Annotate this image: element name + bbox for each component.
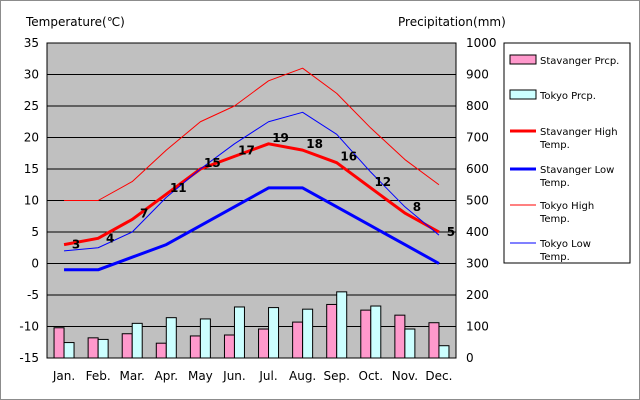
bar-tokyo-prcp xyxy=(199,318,211,359)
x-axis-tick-label: Nov. xyxy=(392,369,418,383)
data-label-stavanger-high: 3 xyxy=(72,238,80,252)
bar-tokyo-prcp xyxy=(302,308,314,359)
data-label-stavanger-high: 11 xyxy=(170,181,187,195)
bar-tokyo-prcp xyxy=(336,291,348,359)
left-axis-tick-label: -5 xyxy=(27,288,39,302)
bar-tokyo-prcp xyxy=(97,338,109,359)
x-axis-tick-label: Dec. xyxy=(425,369,452,383)
data-label-stavanger-high: 16 xyxy=(340,150,357,164)
data-label-stavanger-high: 5 xyxy=(447,225,455,239)
data-label-stavanger-high: 18 xyxy=(306,137,323,151)
left-axis-tick-label: -10 xyxy=(19,320,39,334)
data-label-stavanger-high: 17 xyxy=(238,143,255,157)
bar-stavanger-prcp xyxy=(121,333,133,359)
right-axis-tick-label: 500 xyxy=(466,194,489,208)
legend-label: Temp. xyxy=(539,140,570,151)
bar-stavanger-prcp xyxy=(428,322,440,359)
bar-stavanger-prcp xyxy=(53,327,65,359)
legend-label: Temp. xyxy=(539,252,570,263)
line-tokyo-high xyxy=(64,67,440,201)
x-axis-tick-label: Mar. xyxy=(120,369,145,383)
left-axis-tick-label: 35 xyxy=(24,36,39,50)
right-axis-tick-label: 1000 xyxy=(466,36,497,50)
bar-tokyo-prcp xyxy=(233,306,245,359)
right-axis-tick-label: 100 xyxy=(466,320,489,334)
bar-tokyo-prcp xyxy=(404,328,416,359)
legend-box xyxy=(503,42,631,264)
bar-tokyo-prcp xyxy=(268,307,280,359)
bar-stavanger-prcp xyxy=(155,342,167,359)
legend-label: Tokyo Low xyxy=(539,239,591,250)
x-axis-tick-label: Sep. xyxy=(323,369,349,383)
legend-label: Tokyo High xyxy=(539,201,594,212)
bar-stavanger-prcp xyxy=(189,335,201,359)
x-axis-tick-label: Jul. xyxy=(258,369,277,383)
left-axis-tick-label: 15 xyxy=(24,162,39,176)
x-axis-tick-label: Jan. xyxy=(52,369,75,383)
left-axis-tick-label: 30 xyxy=(24,68,39,82)
bar-stavanger-prcp xyxy=(223,334,235,359)
left-axis-tick-label: 10 xyxy=(24,194,39,208)
line-stavanger-high xyxy=(63,142,440,247)
x-axis-tick-label: Jun. xyxy=(222,369,246,383)
x-axis-tick-label: Apr. xyxy=(155,369,178,383)
data-label-stavanger-high: 19 xyxy=(272,131,289,145)
right-axis-tick-label: 700 xyxy=(466,131,489,145)
legend-label: Stavanger High xyxy=(540,127,618,138)
x-axis-tick-label: May xyxy=(188,369,213,383)
right-axis-tick-label: 300 xyxy=(466,257,489,271)
left-axis-tick-label: -15 xyxy=(19,351,39,365)
line-tokyo-low xyxy=(63,111,440,252)
right-axis-tick-label: 400 xyxy=(466,225,489,239)
bar-stavanger-prcp xyxy=(326,303,338,359)
right-axis-tick-label: 600 xyxy=(466,162,489,176)
bar-stavanger-prcp xyxy=(292,321,304,359)
bar-tokyo-prcp xyxy=(63,342,75,359)
right-axis-tick-label: 900 xyxy=(466,68,489,82)
legend-swatch xyxy=(509,54,537,65)
legend-label: Temp. xyxy=(539,214,570,225)
data-label-stavanger-high: 12 xyxy=(374,175,391,189)
right-axis-tick-label: 0 xyxy=(466,351,474,365)
line-stavanger-low xyxy=(64,186,440,272)
bar-stavanger-prcp xyxy=(360,309,372,359)
legend-swatch xyxy=(509,89,537,100)
x-axis-tick-label: Feb. xyxy=(86,369,111,383)
legend-label: Stavanger Low xyxy=(540,165,614,176)
data-label-stavanger-high: 4 xyxy=(106,231,114,245)
right-axis-tick-label: 200 xyxy=(466,288,489,302)
legend-label: Stavanger Prcp. xyxy=(540,56,619,67)
legend-label: Tokyo Prcp. xyxy=(539,91,596,102)
bar-tokyo-prcp xyxy=(131,322,143,359)
bar-tokyo-prcp xyxy=(370,305,382,359)
data-label-stavanger-high: 8 xyxy=(413,200,421,214)
left-axis-tick-label: 20 xyxy=(24,131,39,145)
data-label-stavanger-high: 15 xyxy=(204,156,221,170)
bar-stavanger-prcp xyxy=(87,337,99,359)
x-axis-tick-label: Oct. xyxy=(359,369,384,383)
legend-label: Temp. xyxy=(539,178,570,189)
bar-tokyo-prcp xyxy=(438,345,450,359)
left-axis-tick-label: 25 xyxy=(24,99,39,113)
x-axis-tick-label: Aug. xyxy=(289,369,316,383)
bar-tokyo-prcp xyxy=(165,317,177,359)
left-axis-title: Temperature(℃) xyxy=(25,15,125,29)
right-axis-title: Precipitation(mm) xyxy=(398,15,506,29)
bar-stavanger-prcp xyxy=(258,328,270,359)
bar-stavanger-prcp xyxy=(394,314,406,359)
right-axis-tick-label: 800 xyxy=(466,99,489,113)
data-label-stavanger-high: 7 xyxy=(140,206,148,220)
left-axis-tick-label: 0 xyxy=(31,257,39,271)
left-axis-tick-label: 5 xyxy=(31,225,39,239)
